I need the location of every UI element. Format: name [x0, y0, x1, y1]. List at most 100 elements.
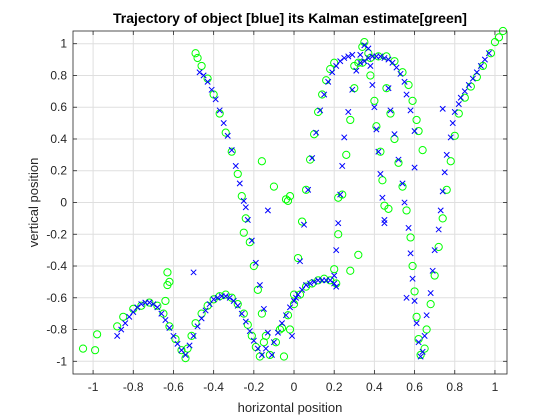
cross-marker	[166, 324, 173, 332]
circle-marker	[257, 157, 266, 166]
series-cross-markers	[114, 42, 492, 360]
circle-marker	[265, 350, 275, 360]
cross-marker	[391, 131, 398, 138]
cross-marker	[228, 147, 235, 154]
x-tick-label: -1	[88, 380, 99, 394]
cross-marker	[122, 320, 129, 327]
x-tick-label: 1	[492, 380, 499, 394]
cross-marker	[248, 237, 255, 244]
cross-marker	[357, 59, 364, 66]
cross-marker	[238, 310, 245, 317]
circle-marker	[408, 96, 417, 105]
circle-marker	[233, 169, 242, 179]
cross-marker	[333, 283, 340, 290]
cross-marker	[401, 78, 408, 85]
circle-marker	[93, 330, 102, 339]
cross-marker	[242, 318, 249, 325]
cross-marker	[246, 328, 253, 335]
circle-marker	[438, 214, 447, 223]
circle-marker	[472, 72, 481, 82]
circle-marker	[370, 96, 379, 105]
cross-marker	[264, 207, 271, 214]
cross-marker	[405, 224, 412, 231]
cross-marker	[381, 220, 388, 227]
cross-marker	[461, 88, 468, 95]
cross-marker	[250, 337, 257, 344]
cross-marker	[299, 286, 306, 293]
cross-marker	[198, 315, 205, 322]
y-tick-label: 0.4	[50, 132, 67, 146]
cross-marker	[146, 299, 153, 306]
circle-marker	[366, 71, 375, 80]
cross-marker	[447, 134, 454, 141]
cross-marker	[337, 191, 344, 198]
y-tick-label: 0.2	[50, 164, 67, 178]
cross-marker	[162, 316, 169, 324]
cross-marker	[290, 297, 298, 305]
circle-marker	[293, 253, 303, 263]
circle-marker	[285, 325, 295, 334]
cross-marker	[260, 305, 267, 312]
cross-marker	[226, 294, 233, 301]
circle-marker	[384, 204, 393, 213]
circle-marker	[382, 84, 391, 93]
cross-marker	[431, 247, 438, 254]
circle-marker	[227, 293, 236, 302]
circle-marker	[193, 53, 202, 63]
cross-marker	[305, 186, 312, 193]
circle-marker	[247, 331, 256, 340]
cross-marker	[397, 70, 404, 77]
cross-marker	[317, 107, 324, 114]
circle-marker	[297, 217, 307, 226]
cross-marker	[252, 259, 259, 266]
cross-marker	[401, 199, 408, 206]
cross-marker	[407, 107, 414, 114]
circle-marker	[163, 268, 172, 277]
cross-marker	[407, 250, 414, 257]
cross-marker	[333, 247, 340, 254]
circle-marker	[221, 128, 230, 137]
cross-marker	[417, 353, 424, 360]
circle-marker	[342, 150, 351, 159]
cross-marker	[457, 94, 464, 101]
circle-marker	[418, 145, 427, 155]
cross-marker	[288, 332, 296, 339]
circle-marker	[422, 325, 431, 334]
cross-marker	[236, 180, 243, 187]
cross-marker	[134, 304, 141, 311]
cross-marker	[190, 332, 197, 339]
cross-marker	[361, 42, 368, 49]
cross-marker	[411, 297, 418, 305]
cross-marker	[371, 104, 378, 111]
cross-marker	[286, 304, 294, 311]
circle-marker	[191, 319, 200, 328]
cross-marker	[224, 132, 231, 139]
circle-marker	[177, 346, 186, 355]
cross-marker	[365, 45, 372, 52]
circle-marker	[187, 331, 196, 340]
circle-marker	[420, 344, 429, 353]
cross-marker	[264, 329, 271, 336]
cross-marker	[441, 169, 448, 176]
circle-marker	[237, 192, 246, 201]
circle-marker	[430, 271, 439, 280]
cross-marker	[473, 69, 480, 76]
circle-marker	[165, 277, 174, 286]
cross-marker	[244, 216, 251, 224]
series-layer	[78, 26, 508, 363]
circle-marker	[442, 185, 451, 194]
cross-marker	[212, 96, 219, 103]
cross-marker	[186, 342, 193, 349]
cross-marker	[274, 329, 281, 336]
circle-marker	[410, 287, 419, 296]
circle-marker	[486, 49, 496, 58]
circle-marker	[243, 320, 252, 329]
cross-marker	[349, 86, 356, 93]
cross-marker	[210, 296, 217, 303]
y-tick-label: 1	[60, 37, 67, 51]
cross-marker	[190, 269, 197, 276]
y-tick-label: -1	[56, 354, 67, 368]
y-tick-label: 0.6	[50, 100, 67, 114]
circle-marker	[301, 185, 311, 194]
